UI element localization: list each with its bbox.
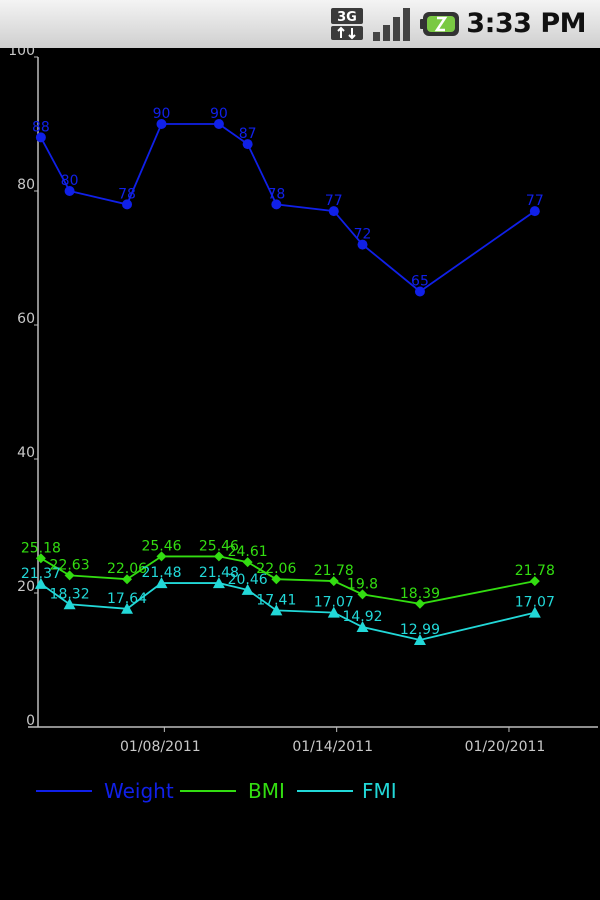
data-point-bmi [156,551,167,562]
legend-label: FMI [362,779,397,803]
status-bar: 3G 3:33 PM [0,0,600,48]
legend-item-bmi: BMI [180,779,285,803]
data-point-bmi [357,589,368,600]
data-point-bmi [414,598,425,609]
data-label-bmi: 21.78 [314,563,354,579]
data-label-bmi: 25.18 [21,540,61,556]
data-point-bmi [213,551,224,562]
data-point-bmi [271,574,282,585]
data-label-weight: 78 [118,186,136,202]
data-point-weight [414,286,425,297]
y-tick-label: 60 [17,311,35,327]
data-label-fmi: 17.41 [256,592,296,608]
data-point-fmi [528,606,541,618]
data-label-bmi: 21.78 [515,563,555,579]
data-point-weight [156,119,167,129]
data-label-weight: 65 [411,274,429,290]
x-tick-label: 01/08/2011 [120,739,201,755]
data-point-bmi [242,557,253,568]
data-point-weight [242,139,253,150]
x-tick-label: 01/20/2011 [465,739,546,755]
data-label-weight: 78 [267,186,285,202]
data-point-fmi [155,577,168,589]
data-label-bmi: 24.61 [228,544,268,560]
data-point-weight [328,206,339,217]
data-label-weight: 88 [32,119,50,135]
network-type-label: 3G [337,10,357,25]
legend-item-weight: Weight [36,779,174,803]
data-label-bmi: 22.63 [50,557,90,573]
data-label-fmi: 18.32 [50,586,90,602]
data-point-fmi [270,604,283,616]
data-label-bmi: 22.06 [256,561,296,577]
status-clock: 3:33 PM [466,8,586,39]
data-label-weight: 80 [61,173,79,189]
legend-item-fmi: FMI [297,779,397,803]
data-point-weight [271,199,282,210]
x-tick-label: 01/14/2011 [292,739,373,755]
data-label-fmi: 21.48 [199,565,239,581]
battery-icon [420,12,459,36]
data-label-bmi: 19.8 [347,576,378,592]
signal-strength-icon [373,8,410,41]
data-label-weight: 77 [325,193,343,209]
y-tick-label: 0 [26,713,35,729]
data-point-weight [357,239,368,250]
data-label-weight: 72 [354,227,372,243]
y-tick-label: 40 [17,445,35,461]
data-label-weight: 90 [153,106,171,122]
data-point-bmi [122,574,133,585]
line-chart: 0 20 40 60 80 100 01/08/2011 01/14/2011 01/20/20… [8,48,598,803]
data-label-bmi: 18.39 [400,586,440,602]
legend-label: BMI [248,779,285,803]
data-point-bmi [35,553,46,564]
data-label-fmi: 21.37 [21,566,61,582]
data-label-bmi: 25.46 [199,538,239,554]
y-tick-label: 20 [17,579,35,595]
3g-data-icon: 3G [331,8,363,40]
data-label-fmi: 21.48 [141,565,181,581]
chart-axes: 0 20 40 60 80 100 01/08/2011 01/14/2011 01/20/20… [8,48,598,755]
data-label-fmi: 17.64 [107,591,147,607]
data-point-weight [64,186,75,196]
data-label-fmi: 17.07 [515,595,555,611]
data-point-fmi [241,583,254,595]
data-point-bmi [328,576,339,587]
series-line-weight [40,123,536,293]
data-point-weight [122,199,133,210]
data-point-fmi [212,577,225,589]
data-label-weight: 87 [239,126,257,142]
legend-label: Weight [104,779,174,803]
data-label-bmi: 25.46 [141,538,181,554]
data-label-weight: 90 [210,106,228,122]
data-point-fmi [327,606,340,618]
y-tick-label: 80 [17,177,35,193]
data-point-weight [529,206,540,217]
chart-legend: Weight BMI FMI [36,779,397,803]
y-tick-label: 100 [8,48,35,59]
data-label-fmi: 20.46 [228,572,268,588]
data-point-bmi [529,576,540,587]
data-point-weight [35,132,46,143]
series-weight: 88 80 78 90 90 87 78 77 72 65 77 [32,106,544,297]
data-point-weight [213,119,224,129]
data-point-fmi [63,598,76,610]
data-label-fmi: 14.92 [342,609,382,625]
data-point-fmi [34,577,47,589]
data-label-fmi: 17.07 [314,595,354,611]
data-label-weight: 77 [526,193,544,209]
data-point-fmi [121,602,134,614]
data-label-fmi: 12.99 [400,622,440,638]
data-label-bmi: 22.06 [107,561,147,577]
data-point-fmi [356,621,369,633]
data-point-bmi [64,570,75,581]
data-point-fmi [413,633,426,645]
